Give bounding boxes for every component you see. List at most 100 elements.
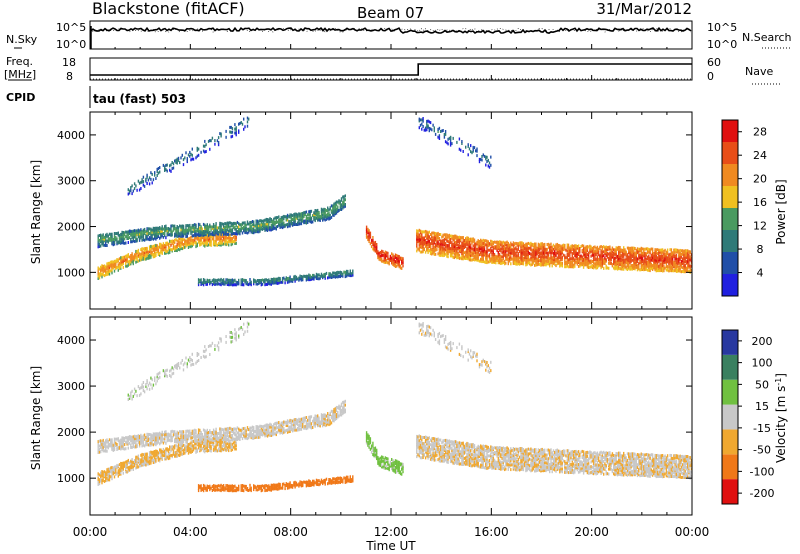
velocity-cell bbox=[169, 447, 171, 451]
power-cell bbox=[649, 266, 651, 270]
power-cell bbox=[244, 226, 246, 230]
power-cell bbox=[155, 243, 157, 247]
power-cell bbox=[432, 239, 434, 243]
velocity-cell bbox=[118, 443, 121, 447]
power-cell bbox=[446, 248, 448, 252]
power-cell bbox=[148, 248, 151, 252]
power-cell bbox=[143, 184, 146, 188]
power-cell bbox=[570, 262, 572, 266]
power-cell bbox=[179, 232, 181, 236]
power-cell bbox=[143, 250, 146, 254]
velocity-cell bbox=[202, 445, 205, 448]
power-cell bbox=[204, 223, 206, 227]
power-cell bbox=[184, 156, 186, 160]
power-cell bbox=[211, 283, 214, 287]
power-cell bbox=[444, 248, 447, 252]
power-cell bbox=[431, 233, 433, 237]
power-cell bbox=[133, 187, 136, 191]
power-cell bbox=[274, 226, 276, 230]
power-cell bbox=[111, 232, 113, 236]
power-cell bbox=[600, 259, 602, 263]
velocity-cell bbox=[167, 448, 170, 452]
power-cell bbox=[441, 239, 443, 243]
power-cell bbox=[671, 259, 674, 263]
power-cell bbox=[486, 258, 488, 262]
power-cell bbox=[457, 251, 459, 255]
power-cell bbox=[243, 225, 245, 229]
power-cell bbox=[433, 235, 435, 239]
velocity-cell bbox=[143, 461, 146, 465]
velocity-cell bbox=[106, 438, 108, 442]
power-cell bbox=[592, 245, 595, 249]
velocity-cell bbox=[196, 442, 198, 446]
power-cell bbox=[634, 251, 636, 255]
power-cell bbox=[530, 248, 532, 252]
velocity-cell bbox=[225, 441, 227, 445]
power-cell bbox=[451, 142, 453, 146]
power-cell bbox=[200, 242, 202, 246]
power-cell bbox=[421, 234, 423, 238]
velocity-cell bbox=[121, 446, 123, 450]
power-cell bbox=[209, 278, 211, 282]
velocity-cell bbox=[160, 448, 162, 452]
power-cell bbox=[230, 221, 232, 225]
power-cell bbox=[264, 218, 266, 222]
power-cell bbox=[649, 264, 651, 268]
power-cell bbox=[202, 230, 205, 233]
power-cell bbox=[216, 229, 219, 233]
power-cell bbox=[181, 234, 183, 238]
power-cell bbox=[317, 277, 319, 281]
power-cell bbox=[125, 230, 127, 234]
power-cell bbox=[601, 262, 604, 266]
power-cell bbox=[470, 150, 472, 154]
power-cell bbox=[458, 249, 461, 253]
power-cell bbox=[142, 256, 145, 259]
power-cell bbox=[186, 234, 188, 238]
power-cell bbox=[599, 259, 601, 263]
power-cell bbox=[186, 243, 188, 247]
power-cell bbox=[428, 239, 430, 243]
power-cell bbox=[649, 249, 651, 253]
velocity-cell bbox=[171, 453, 173, 457]
power-cell bbox=[521, 244, 523, 248]
power-cell bbox=[574, 252, 576, 256]
power-cell bbox=[433, 238, 435, 242]
power-cell bbox=[495, 257, 497, 261]
power-cell bbox=[645, 262, 647, 266]
power-cell bbox=[688, 253, 690, 257]
power-cell bbox=[626, 255, 629, 258]
power-cell bbox=[418, 228, 420, 232]
velocity-cell bbox=[148, 462, 151, 466]
power-cell bbox=[461, 236, 463, 240]
power-cell bbox=[664, 252, 666, 256]
power-cell bbox=[596, 245, 599, 249]
power-cell bbox=[669, 263, 671, 267]
power-cell bbox=[399, 264, 402, 268]
power-cell bbox=[468, 242, 471, 246]
power-cell bbox=[453, 247, 456, 250]
power-cell bbox=[587, 261, 590, 265]
power-cell bbox=[427, 241, 429, 245]
power-cell bbox=[344, 204, 346, 208]
power-cell bbox=[161, 227, 163, 231]
power-cell bbox=[294, 219, 296, 223]
power-cell bbox=[600, 257, 602, 261]
power-cell bbox=[391, 252, 393, 256]
power-cell bbox=[689, 258, 691, 262]
velocity-cell bbox=[135, 460, 137, 464]
velocity-cell bbox=[123, 463, 126, 467]
power-cell bbox=[626, 264, 629, 268]
velocity-cell bbox=[125, 447, 127, 451]
power-cell bbox=[562, 253, 565, 257]
velocity-cell bbox=[146, 434, 148, 438]
power-cell bbox=[230, 238, 232, 242]
power-cell bbox=[670, 253, 673, 256]
power-cell bbox=[421, 122, 423, 126]
power-cell bbox=[258, 227, 260, 231]
velocity-cell bbox=[135, 445, 137, 449]
power-cell bbox=[525, 260, 527, 264]
power-colorbar-swatch bbox=[722, 142, 738, 164]
velocity-cell bbox=[186, 449, 188, 452]
power-cell bbox=[110, 263, 112, 267]
power-cell bbox=[574, 254, 576, 258]
